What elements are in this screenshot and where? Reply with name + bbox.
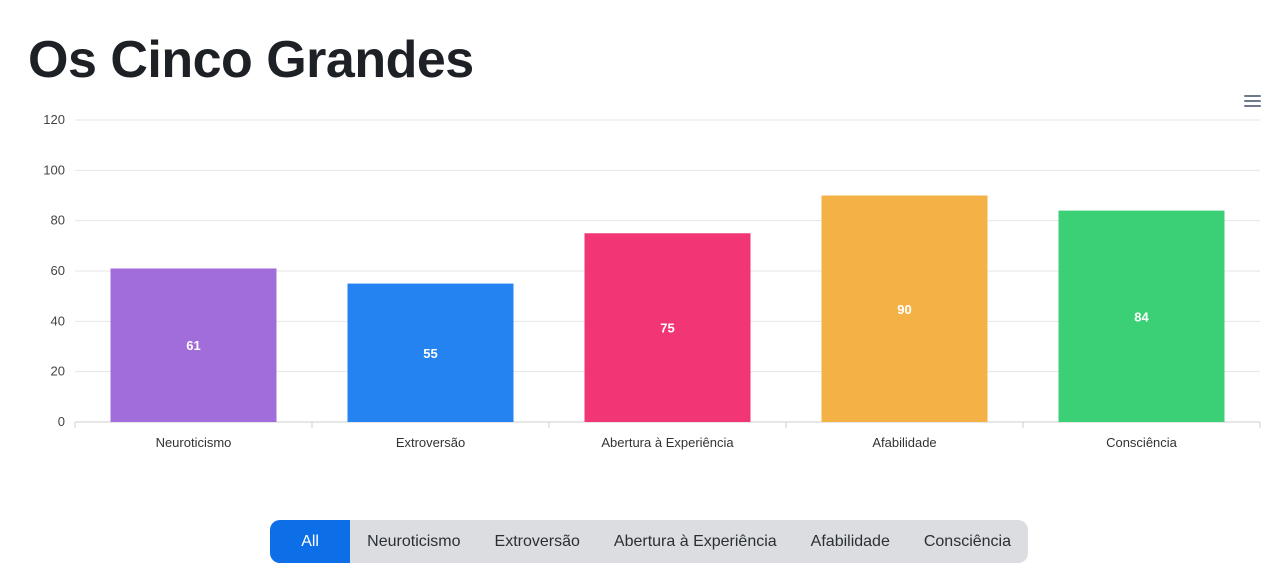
- y-tick-label: 60: [51, 263, 65, 278]
- y-tick-label: 0: [58, 414, 65, 429]
- bar-value-label: 55: [423, 346, 437, 361]
- bar-value-label: 90: [897, 302, 911, 317]
- y-tick-label: 100: [43, 162, 65, 177]
- filter-button-consciencia[interactable]: Consciência: [907, 520, 1028, 563]
- filter-button-abertura[interactable]: Abertura à Experiência: [597, 520, 794, 563]
- x-tick-label: Abertura à Experiência: [601, 435, 734, 450]
- x-tick-label: Neuroticismo: [156, 435, 232, 450]
- bar-value-label: 84: [1134, 309, 1149, 324]
- bar[interactable]: [1058, 210, 1225, 422]
- bar[interactable]: [347, 283, 514, 422]
- bar-chart: 0 20 40 60 80 100 120 61 Neuroticismo 55 Extrovers…: [43, 112, 1261, 450]
- page-title: Os Cinco Grandes: [28, 31, 474, 89]
- bar-value-label: 61: [186, 338, 200, 353]
- x-tick-label: Afabilidade: [872, 435, 936, 450]
- y-tick-label: 20: [51, 364, 65, 379]
- filter-button-extroversao[interactable]: Extroversão: [478, 520, 597, 563]
- y-tick-label: 40: [51, 313, 65, 328]
- bar[interactable]: [821, 195, 988, 423]
- category-filter-bar: All Neuroticismo Extroversão Abertura à …: [270, 520, 1028, 563]
- bar-value-label: 75: [660, 321, 674, 336]
- filter-button-afabilidade[interactable]: Afabilidade: [794, 520, 907, 563]
- x-tick-label: Extroversão: [396, 435, 465, 450]
- y-tick-label: 80: [51, 213, 65, 228]
- bar[interactable]: [584, 233, 751, 422]
- filter-button-neuroticismo[interactable]: Neuroticismo: [350, 520, 477, 563]
- hamburger-menu-icon[interactable]: [1238, 90, 1266, 112]
- filter-button-all[interactable]: All: [270, 520, 351, 563]
- x-tick-label: Consciência: [1106, 435, 1178, 450]
- y-tick-label: 120: [43, 112, 65, 127]
- bar[interactable]: [110, 268, 277, 422]
